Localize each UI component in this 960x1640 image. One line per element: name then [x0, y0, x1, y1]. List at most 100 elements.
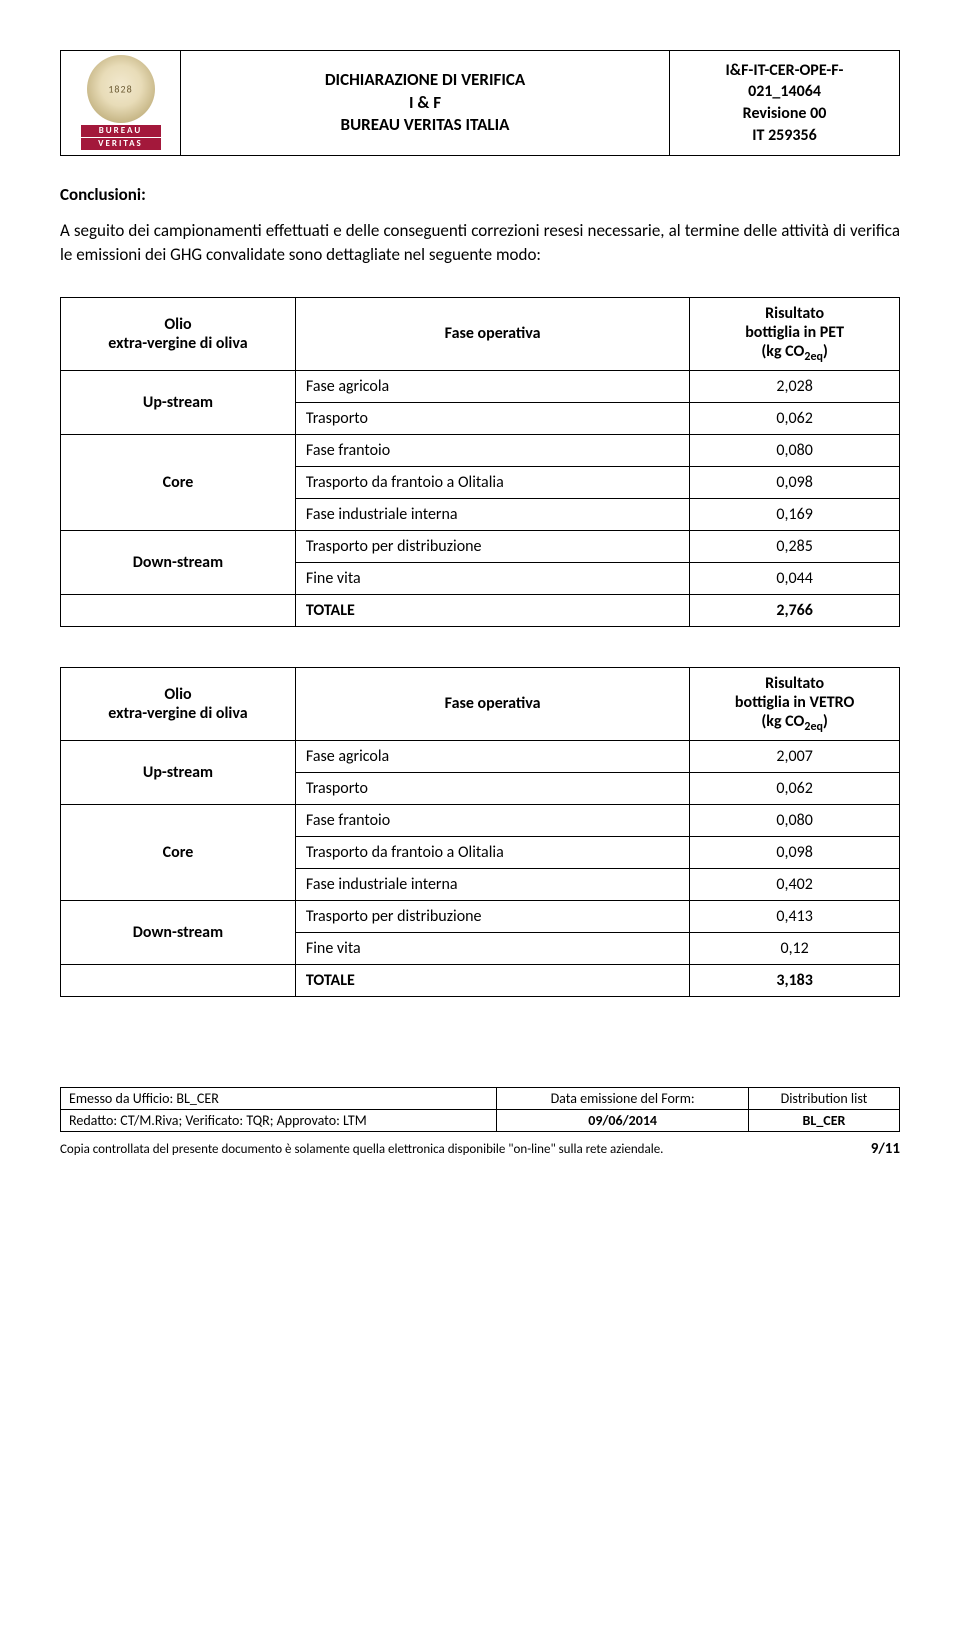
table-row: Core Fase frantoio 0,080 [61, 434, 900, 466]
header-title-line2: I & F [189, 92, 661, 115]
header-product-l1: Olio [164, 685, 191, 704]
header-result-l1: Risultato [765, 674, 824, 693]
header-result-l3-prefix: (kg CO [761, 712, 804, 731]
phase-cell: Trasporto [295, 402, 689, 434]
value-cell: 0,098 [690, 466, 900, 498]
phase-cell: Trasporto per distribuzione [295, 900, 689, 932]
value-cell: 0,044 [690, 562, 900, 594]
logo-cell: BUREAU VERITAS [61, 51, 181, 156]
header-ref-line1: I&F-IT-CER-OPE-F- [678, 60, 891, 82]
header-table: BUREAU VERITAS DICHIARAZIONE DI VERIFICA… [60, 50, 900, 156]
header-title-cell: DICHIARAZIONE DI VERIFICA I & F BUREAU V… [181, 51, 670, 156]
stream-down: Down-stream [61, 900, 296, 964]
table-row: Core Fase frantoio 0,080 [61, 804, 900, 836]
footer-data-label: Data emissione del Form: [497, 1087, 749, 1109]
phase-cell: Fase industriale interna [295, 498, 689, 530]
footer-redatto: Redatto: CT/M.Riva; Verificato: TQR; App… [61, 1109, 497, 1131]
footer-emesso: Emesso da Ufficio: BL_CER [61, 1087, 497, 1109]
total-label: TOTALE [295, 594, 689, 626]
header-product-l1: Olio [164, 315, 191, 334]
footer-dist-label: Distribution list [748, 1087, 899, 1109]
table-header-row: Olio extra-vergine di oliva Fase operati… [61, 667, 900, 740]
footer-table: Emesso da Ufficio: BL_CER Data emissione… [60, 1087, 900, 1132]
header-product: Olio extra-vergine di oliva [61, 667, 296, 740]
header-title-line1: DICHIARAZIONE DI VERIFICA [189, 69, 661, 92]
phase-cell: Trasporto per distribuzione [295, 530, 689, 562]
header-result-l1: Risultato [765, 304, 824, 323]
value-cell: 0,12 [690, 932, 900, 964]
header-result-l3-prefix: (kg CO [761, 342, 804, 361]
stream-core: Core [61, 434, 296, 530]
bureau-veritas-logo: BUREAU VERITAS [81, 55, 161, 151]
footer-data-value: 09/06/2014 [497, 1109, 749, 1131]
header-result-l3-suffix: ) [823, 342, 828, 361]
header-ref-cell: I&F-IT-CER-OPE-F- 021_14064 Revisione 00… [670, 51, 900, 156]
empty-cell [61, 964, 296, 996]
stream-up: Up-stream [61, 370, 296, 434]
phase-cell: Trasporto [295, 772, 689, 804]
header-phase: Fase operativa [295, 667, 689, 740]
header-title-line3: BUREAU VERITAS ITALIA [189, 114, 661, 137]
header-product-l2: extra-vergine di oliva [108, 704, 247, 723]
header-ref-line4: IT 259356 [678, 125, 891, 147]
value-cell: 0,062 [690, 402, 900, 434]
stream-down: Down-stream [61, 530, 296, 594]
page-number: 9/11 [871, 1140, 900, 1158]
value-cell: 0,080 [690, 434, 900, 466]
stream-up: Up-stream [61, 740, 296, 804]
table-header-row: Olio extra-vergine di oliva Fase operati… [61, 297, 900, 370]
value-cell: 0,169 [690, 498, 900, 530]
table-total-row: TOTALE 3,183 [61, 964, 900, 996]
header-phase: Fase operativa [295, 297, 689, 370]
phase-cell: Trasporto da frantoio a Olitalia [295, 466, 689, 498]
phase-cell: Trasporto da frantoio a Olitalia [295, 836, 689, 868]
stream-core: Core [61, 804, 296, 900]
phase-cell: Fine vita [295, 562, 689, 594]
header-product: Olio extra-vergine di oliva [61, 297, 296, 370]
header-result-l2: bottiglia in VETRO [735, 693, 854, 712]
phase-cell: Fase frantoio [295, 434, 689, 466]
footer-dist-value: BL_CER [748, 1109, 899, 1131]
value-cell: 0,098 [690, 836, 900, 868]
phase-cell: Fase frantoio [295, 804, 689, 836]
logo-bar-1: BUREAU [81, 125, 161, 137]
value-cell: 0,285 [690, 530, 900, 562]
table-row: Up-stream Fase agricola 2,007 [61, 740, 900, 772]
emissions-table-vetro: Olio extra-vergine di oliva Fase operati… [60, 667, 900, 997]
value-cell: 0,080 [690, 804, 900, 836]
phase-cell: Fase industriale interna [295, 868, 689, 900]
value-cell: 0,413 [690, 900, 900, 932]
empty-cell [61, 594, 296, 626]
table-row: Up-stream Fase agricola 2,028 [61, 370, 900, 402]
emissions-table-pet: Olio extra-vergine di oliva Fase operati… [60, 297, 900, 627]
document-page: BUREAU VERITAS DICHIARAZIONE DI VERIFICA… [0, 0, 960, 1188]
total-label: TOTALE [295, 964, 689, 996]
total-value: 2,766 [690, 594, 900, 626]
header-result: Risultato bottiglia in VETRO (kg CO2eq) [690, 667, 900, 740]
total-value: 3,183 [690, 964, 900, 996]
header-result-l3-suffix: ) [823, 712, 828, 731]
header-ref-line3: Revisione 00 [678, 103, 891, 125]
footer-bottom-row: Copia controllata del presente documento… [60, 1136, 900, 1158]
header-ref-line2: 021_14064 [678, 81, 891, 103]
header-product-l2: extra-vergine di oliva [108, 334, 247, 353]
table-total-row: TOTALE 2,766 [61, 594, 900, 626]
phase-cell: Fine vita [295, 932, 689, 964]
phase-cell: Fase agricola [295, 740, 689, 772]
value-cell: 2,028 [690, 370, 900, 402]
header-result: Risultato bottiglia in PET (kg CO2eq) [690, 297, 900, 370]
logo-seal-icon [87, 55, 155, 123]
value-cell: 0,402 [690, 868, 900, 900]
logo-bar-2: VERITAS [81, 138, 161, 150]
table-row: Down-stream Trasporto per distribuzione … [61, 900, 900, 932]
header-result-l2: bottiglia in PET [745, 323, 844, 342]
footer-note: Copia controllata del presente documento… [60, 1142, 663, 1157]
header-result-sub: 2eq [804, 350, 823, 364]
conclusions-heading: Conclusioni: [60, 184, 900, 205]
phase-cell: Fase agricola [295, 370, 689, 402]
value-cell: 2,007 [690, 740, 900, 772]
conclusions-paragraph: A seguito dei campionamenti effettuati e… [60, 219, 900, 267]
value-cell: 0,062 [690, 772, 900, 804]
header-result-sub: 2eq [804, 720, 823, 734]
table-row: Down-stream Trasporto per distribuzione … [61, 530, 900, 562]
